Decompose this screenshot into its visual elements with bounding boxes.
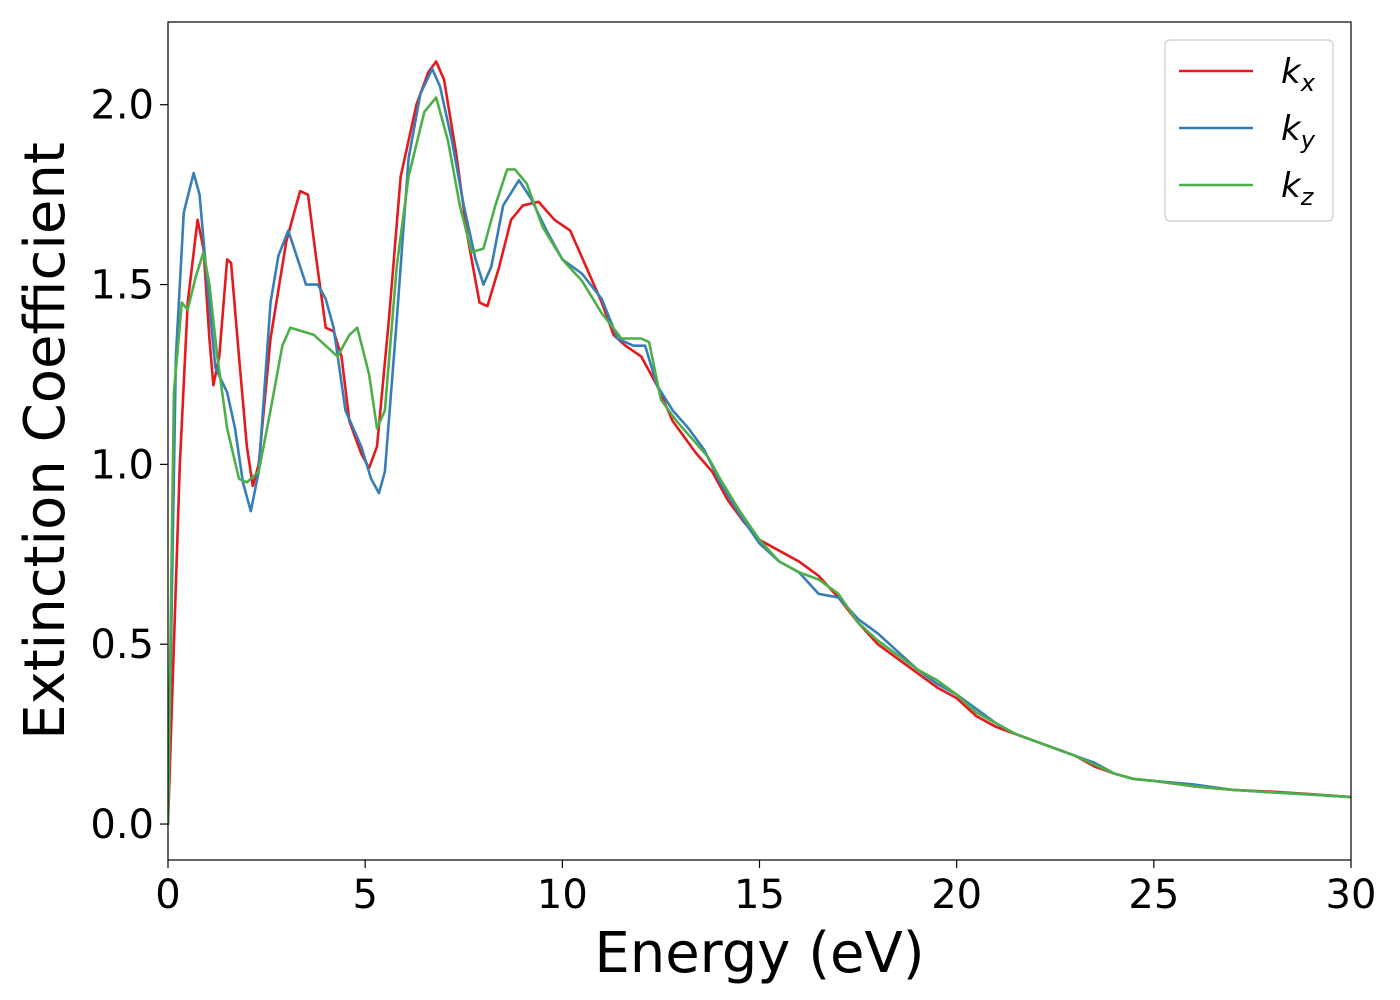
x-tick-label: 30 [1326, 872, 1377, 918]
x-tick-label: 15 [734, 872, 785, 918]
x-axis-ticks: 0 5 10 15 20 25 30 [155, 860, 1376, 918]
y-axis-title: Extinction Coefficient [13, 142, 78, 740]
legend-label-z: kz [1281, 166, 1315, 211]
y-tick-label: 1.5 [90, 263, 154, 309]
x-tick-label: 20 [931, 872, 982, 918]
x-tick-label: 5 [352, 872, 377, 918]
legend-label-x: kx [1281, 52, 1316, 97]
x-tick-label: 0 [155, 872, 180, 918]
legend-label-y: ky [1281, 109, 1316, 154]
y-tick-label: 0.5 [90, 622, 154, 668]
x-axis-title: Energy (eV) [594, 921, 924, 986]
y-tick-label: 0.0 [90, 802, 154, 848]
legend-box [1164, 39, 1334, 222]
x-tick-label: 10 [537, 872, 588, 918]
plot-area [167, 21, 1352, 861]
legend: kx ky kz [1164, 39, 1334, 222]
y-tick-label: 1.0 [90, 442, 154, 488]
y-axis-ticks: 0.0 0.5 1.0 1.5 2.0 [90, 83, 168, 848]
series-line-z [168, 96, 1351, 826]
y-tick-label: 2.0 [90, 83, 154, 129]
series-layer [168, 60, 1351, 826]
x-tick-label: 25 [1128, 872, 1179, 918]
